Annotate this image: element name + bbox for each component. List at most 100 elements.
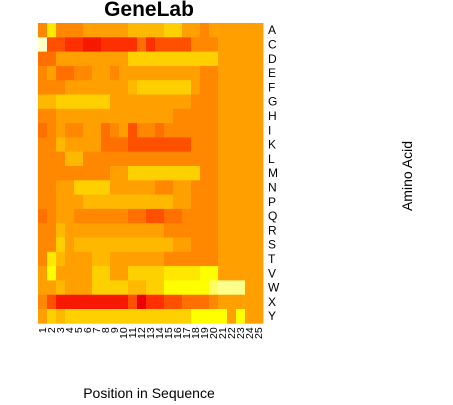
heatmap-cell: [191, 237, 201, 253]
heatmap-cell: [92, 166, 102, 181]
heatmap-cell: [92, 251, 102, 267]
y-tick-label: K: [268, 138, 276, 152]
heatmap-cell: [173, 23, 183, 38]
heatmap-cell: [101, 65, 111, 81]
heatmap-cell: [155, 208, 165, 224]
heatmap-cell: [38, 180, 48, 195]
heatmap-cell: [119, 180, 129, 195]
heatmap-cell: [38, 108, 48, 124]
heatmap-cell: [101, 280, 111, 296]
heatmap-cell: [245, 51, 255, 67]
heatmap-cell: [128, 108, 138, 124]
heatmap-cell: [182, 137, 192, 153]
heatmap-cell: [218, 65, 228, 81]
heatmap-cell: [83, 137, 93, 153]
heatmap-cell: [56, 151, 66, 167]
y-tick-label: P: [268, 195, 276, 209]
heatmap-cell: [173, 94, 183, 110]
heatmap-cell: [227, 65, 237, 81]
heatmap-cell: [164, 37, 174, 52]
heatmap-cell: [65, 208, 75, 224]
heatmap-cell: [110, 223, 120, 238]
heatmap-cell: [110, 309, 120, 324]
heatmap-cell: [236, 123, 246, 138]
heatmap-cell: [56, 137, 66, 153]
heatmap-cell: [155, 123, 165, 138]
heatmap-cell: [200, 309, 210, 324]
heatmap-cell: [92, 23, 102, 38]
heatmap-cell: [101, 94, 111, 110]
heatmap-cell: [218, 223, 228, 238]
heatmap-cell: [74, 123, 84, 138]
heatmap-cell: [92, 94, 102, 110]
heatmap-cell: [65, 65, 75, 81]
heatmap-cell: [92, 208, 102, 224]
heatmap-cell: [164, 94, 174, 110]
heatmap-cell: [65, 137, 75, 153]
heatmap-cell: [164, 180, 174, 195]
heatmap-cell: [236, 94, 246, 110]
heatmap-cell: [137, 280, 147, 296]
heatmap-cell: [83, 108, 93, 124]
heatmap-cell: [254, 294, 264, 310]
heatmap-cell: [128, 137, 138, 153]
heatmap-cell: [155, 251, 165, 267]
heatmap-cell: [173, 208, 183, 224]
heatmap-cell: [236, 180, 246, 195]
heatmap-cell: [56, 194, 66, 210]
heatmap-cell: [128, 266, 138, 281]
heatmap-cell: [254, 194, 264, 210]
heatmap-cell: [119, 223, 129, 238]
heatmap-cell: [182, 94, 192, 110]
y-tick-label: V: [268, 266, 276, 280]
heatmap-cell: [218, 37, 228, 52]
heatmap-cell: [83, 80, 93, 95]
heatmap-cell: [227, 37, 237, 52]
heatmap-cell: [119, 309, 129, 324]
heatmap-cell: [65, 123, 75, 138]
y-tick-label: G: [268, 95, 277, 109]
heatmap-cell: [227, 151, 237, 167]
heatmap-cell: [164, 137, 174, 153]
heatmap-cell: [245, 23, 255, 38]
heatmap-cell: [128, 194, 138, 210]
heatmap-cell: [74, 151, 84, 167]
y-tick-label: S: [268, 238, 276, 252]
heatmap-cell: [254, 237, 264, 253]
heatmap-cell: [110, 51, 120, 67]
heatmap-cell: [200, 80, 210, 95]
heatmap-cell: [182, 37, 192, 52]
heatmap-cell: [191, 194, 201, 210]
heatmap-cell: [101, 266, 111, 281]
heatmap-cell: [119, 237, 129, 253]
heatmap-cell: [164, 108, 174, 124]
heatmap-cell: [155, 23, 165, 38]
heatmap-cell: [173, 108, 183, 124]
x-tick-labels: 1234567891011121314151617181920212223242…: [37, 327, 265, 339]
heatmap-cell: [227, 237, 237, 253]
heatmap-cell: [200, 137, 210, 153]
heatmap-cell: [38, 80, 48, 95]
heatmap-cell: [245, 80, 255, 95]
heatmap-cell: [137, 123, 147, 138]
heatmap-cell: [155, 151, 165, 167]
heatmap-cell: [236, 280, 246, 296]
heatmap-cell: [173, 194, 183, 210]
heatmap-cell: [38, 280, 48, 296]
heatmap-cell: [164, 251, 174, 267]
heatmap-cell: [164, 65, 174, 81]
heatmap-cell: [236, 208, 246, 224]
heatmap-cell: [200, 23, 210, 38]
x-axis-label: Position in Sequence: [83, 385, 215, 401]
heatmap-cell: [245, 65, 255, 81]
heatmap-cell: [119, 80, 129, 95]
heatmap-cell: [236, 223, 246, 238]
x-tick-label: 8: [100, 327, 112, 333]
x-tick-label: 24: [244, 327, 256, 339]
x-tick-label: 19: [199, 327, 211, 339]
heatmap-cell: [47, 194, 57, 210]
heatmap-cell: [227, 23, 237, 38]
heatmap-cell: [236, 51, 246, 67]
heatmap-cell: [173, 80, 183, 95]
